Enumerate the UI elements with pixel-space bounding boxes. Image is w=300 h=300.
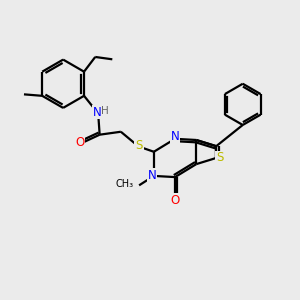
- Text: O: O: [170, 194, 180, 207]
- Text: O: O: [75, 136, 84, 149]
- Text: N: N: [93, 106, 101, 118]
- Text: S: S: [216, 152, 224, 164]
- Text: S: S: [135, 139, 143, 152]
- Text: N: N: [171, 130, 179, 143]
- Text: CH₃: CH₃: [116, 179, 134, 190]
- Text: H: H: [101, 106, 109, 116]
- Text: N: N: [148, 169, 156, 182]
